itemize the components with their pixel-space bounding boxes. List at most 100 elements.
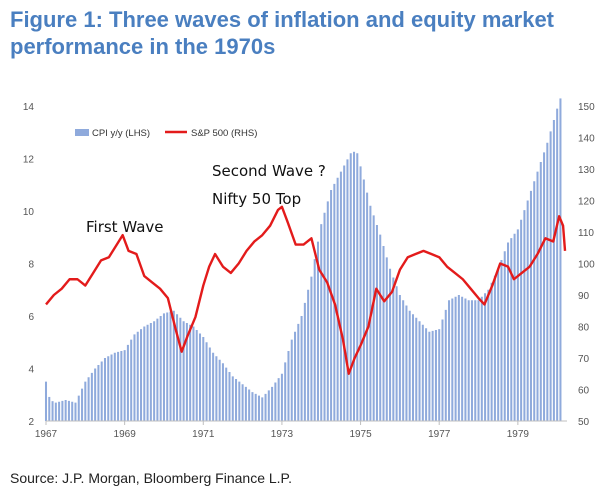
cpi-bar bbox=[238, 381, 241, 421]
cpi-bar bbox=[294, 331, 297, 421]
cpi-bar bbox=[500, 260, 503, 421]
y-left-tick-label: 4 bbox=[28, 365, 34, 376]
cpi-bar bbox=[182, 321, 185, 421]
y-left-tick-label: 14 bbox=[23, 102, 35, 113]
cpi-bar bbox=[126, 344, 129, 421]
y-right-tick-label: 150 bbox=[578, 102, 595, 113]
cpi-bar bbox=[140, 329, 143, 421]
legend-label-cpi: CPI y/y (LHS) bbox=[92, 128, 150, 139]
cpi-bar bbox=[77, 395, 80, 421]
y-left-tick-label: 8 bbox=[28, 260, 34, 271]
cpi-bar bbox=[267, 390, 270, 421]
cpi-bar bbox=[169, 311, 172, 421]
source-note: Source: J.P. Morgan, Bloomberg Finance L… bbox=[10, 470, 292, 486]
cpi-bar bbox=[159, 316, 162, 421]
legend: CPI y/y (LHS) S&P 500 (RHS) bbox=[75, 128, 257, 139]
cpi-bar bbox=[107, 356, 110, 421]
cpi-bar bbox=[418, 321, 421, 421]
cpi-bar bbox=[408, 310, 411, 421]
cpi-bar bbox=[235, 379, 238, 421]
x-tick-label: 1967 bbox=[35, 429, 58, 440]
legend-label-sp500: S&P 500 (RHS) bbox=[191, 128, 257, 139]
cpi-bar bbox=[300, 316, 303, 421]
cpi-bar bbox=[261, 397, 264, 421]
cpi-bar bbox=[477, 300, 480, 421]
cpi-bar bbox=[71, 401, 74, 421]
cpi-bar bbox=[457, 295, 460, 421]
cpi-bar bbox=[467, 300, 470, 421]
cpi-bar bbox=[353, 151, 356, 422]
x-tick-label: 1973 bbox=[271, 429, 294, 440]
cpi-bar bbox=[493, 275, 496, 421]
cpi-bar bbox=[215, 356, 218, 421]
cpi-bar bbox=[543, 152, 546, 421]
annotations: First Wave Second Wave ? Nifty 50 Top bbox=[86, 162, 326, 236]
y-left-tick-label: 2 bbox=[28, 417, 34, 428]
y-right-tick-label: 120 bbox=[578, 197, 595, 208]
cpi-bar bbox=[484, 293, 487, 421]
cpi-bar bbox=[316, 241, 319, 421]
cpi-bar bbox=[202, 337, 205, 421]
cpi-bar bbox=[225, 367, 228, 421]
cpi-bar bbox=[480, 296, 483, 421]
cpi-bar bbox=[176, 314, 179, 421]
cpi-bar bbox=[172, 310, 175, 421]
cpi-bar bbox=[425, 328, 428, 421]
cpi-bar bbox=[536, 171, 539, 421]
cpi-bar bbox=[434, 330, 437, 421]
cpi-bar bbox=[411, 314, 415, 421]
cpi-bar bbox=[395, 286, 398, 421]
sp500-line bbox=[45, 205, 567, 375]
cpi-bar bbox=[113, 352, 116, 421]
cpi-bar bbox=[526, 200, 529, 421]
cpi-bar bbox=[153, 321, 156, 421]
cpi-bar bbox=[497, 268, 500, 421]
cpi-bar bbox=[405, 305, 408, 421]
cpi-bar bbox=[389, 268, 392, 421]
cpi-bar bbox=[58, 401, 61, 421]
cpi-bar bbox=[94, 368, 97, 421]
cpi-bar bbox=[454, 296, 457, 421]
cpi-bar bbox=[320, 224, 323, 421]
y-left-tick-label: 12 bbox=[23, 155, 35, 166]
cpi-bar bbox=[218, 359, 221, 421]
cpi-bar bbox=[474, 300, 477, 421]
cpi-bar bbox=[385, 257, 388, 421]
y-left-tick-label: 6 bbox=[28, 312, 34, 323]
cpi-bar bbox=[192, 326, 195, 421]
cpi-bar bbox=[221, 363, 224, 421]
cpi-bar bbox=[297, 323, 300, 421]
cpi-bar bbox=[444, 309, 447, 421]
cpi-bar bbox=[120, 351, 123, 421]
cpi-bar bbox=[392, 277, 395, 421]
cpi-bar bbox=[274, 382, 277, 421]
cpi-bar bbox=[146, 324, 149, 421]
cpi-bar bbox=[326, 201, 329, 421]
cpi-bar bbox=[464, 298, 467, 421]
sp500-line-layer bbox=[45, 205, 567, 375]
cpi-bar bbox=[336, 177, 339, 421]
cpi-bar bbox=[313, 259, 316, 421]
cpi-bar bbox=[67, 400, 70, 421]
cpi-bar bbox=[349, 153, 352, 421]
x-tick-label: 1979 bbox=[507, 429, 530, 440]
x-tick-label: 1971 bbox=[192, 429, 215, 440]
y-right-tick-label: 90 bbox=[578, 291, 590, 302]
y-right-tick-label: 50 bbox=[578, 417, 590, 428]
cpi-bar bbox=[61, 400, 64, 421]
cpi-bar bbox=[398, 295, 401, 421]
y-right-tick-label: 80 bbox=[578, 323, 590, 334]
cpi-bar bbox=[241, 384, 244, 421]
cpi-bar bbox=[149, 323, 152, 421]
y-right-tick-label: 70 bbox=[578, 354, 590, 365]
cpi-bar bbox=[556, 108, 559, 421]
cpi-bar bbox=[212, 352, 215, 421]
cpi-bar bbox=[533, 181, 536, 421]
chart-title: Figure 1: Three waves of inflation and e… bbox=[10, 7, 555, 59]
cpi-bar bbox=[428, 331, 431, 421]
cpi-bar bbox=[280, 373, 283, 421]
cpi-bar bbox=[343, 165, 346, 421]
cpi-bar bbox=[438, 329, 441, 421]
cpi-bar bbox=[97, 365, 100, 421]
